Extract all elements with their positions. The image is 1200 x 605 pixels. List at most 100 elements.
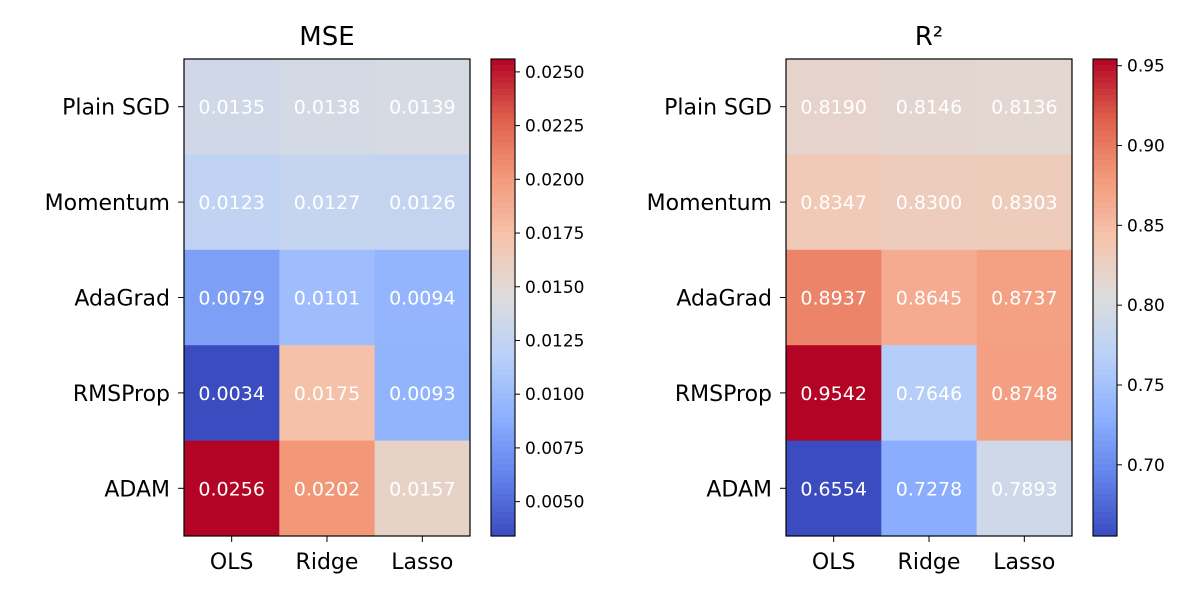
colorbar-segment — [491, 380, 515, 388]
colorbar-segment — [1093, 267, 1117, 275]
cell-value-label: 0.7893 — [991, 478, 1057, 500]
colorbar-tick-label: 0.80 — [1127, 296, 1165, 316]
colorbar-segment — [1093, 214, 1117, 221]
cell-value-label: 0.8748 — [991, 383, 1057, 405]
colorbar-segment — [491, 464, 515, 472]
colorbar-segment — [1093, 106, 1117, 114]
y-tick-label: Momentum — [45, 191, 170, 216]
cell-value-label: 0.7646 — [896, 383, 962, 405]
colorbar-segment — [491, 434, 515, 442]
colorbar-segment — [491, 422, 515, 430]
colorbar-segment — [1093, 243, 1117, 251]
heatmap-cell — [976, 154, 1073, 251]
colorbar-segment — [1093, 357, 1117, 364]
colorbar-segment — [491, 398, 515, 406]
colorbar-segment — [491, 261, 515, 269]
heatmap-cell — [374, 59, 471, 155]
x-tick-label: Lasso — [391, 550, 453, 575]
heatmap-cell — [374, 249, 471, 346]
y-tick-label: ADAM — [706, 477, 772, 502]
colorbar-segment — [1093, 64, 1117, 72]
colorbar-segment — [1093, 112, 1117, 120]
colorbar-segment — [491, 530, 515, 537]
colorbar-segment — [491, 59, 515, 66]
cell-value-label: 0.8136 — [991, 97, 1057, 119]
colorbar-segment — [1093, 285, 1117, 293]
colorbar-segment — [491, 166, 515, 173]
colorbar-tick-label: 0.0200 — [525, 170, 584, 190]
colorbar-tick-label: 0.70 — [1127, 456, 1165, 476]
colorbar-segment — [1093, 518, 1117, 525]
colorbar-segment — [1093, 148, 1117, 155]
colorbar-segment — [1093, 434, 1117, 442]
colorbar-segment — [491, 178, 515, 185]
cell-value-label: 0.8645 — [896, 288, 962, 310]
colorbar-segment — [491, 106, 515, 114]
colorbar-segment — [491, 148, 515, 155]
colorbar-segment — [1093, 130, 1117, 138]
cell-value-label: 0.8146 — [896, 97, 962, 119]
colorbar-segment — [1093, 488, 1117, 495]
colorbar-segment — [1093, 100, 1117, 108]
colorbar-segment — [1093, 255, 1117, 263]
colorbar-segment — [1093, 476, 1117, 483]
colorbar-segment — [1093, 208, 1117, 215]
heatmap-cell — [786, 440, 882, 537]
colorbar-segment — [1093, 237, 1117, 245]
heatmap-cell — [184, 249, 280, 346]
colorbar-segment — [491, 494, 515, 501]
colorbar-segment — [1093, 166, 1117, 173]
colorbar-segment — [491, 476, 515, 483]
cell-value-label: 0.8347 — [800, 192, 866, 214]
heatmap-cell — [881, 440, 978, 537]
heatmap-cell — [881, 345, 978, 442]
colorbar-segment — [1093, 303, 1117, 311]
cell-value-label: 0.7278 — [896, 478, 962, 500]
cell-value-label: 0.6554 — [800, 478, 866, 500]
colorbar-tick-label: 0.0175 — [525, 224, 584, 244]
colorbar-segment — [491, 249, 515, 257]
colorbar-segment — [491, 440, 515, 448]
colorbar-segment — [491, 76, 515, 84]
cell-value-label: 0.0157 — [389, 478, 455, 500]
colorbar-segment — [1093, 142, 1117, 150]
colorbar-segment — [491, 130, 515, 138]
colorbar-segment — [1093, 154, 1117, 161]
colorbar-segment — [491, 160, 515, 167]
colorbar-segment — [1093, 178, 1117, 185]
colorbar-segment — [491, 291, 515, 299]
colorbar-segment — [1093, 398, 1117, 406]
cell-value-label: 0.8303 — [991, 192, 1057, 214]
cell-value-label: 0.0135 — [198, 97, 264, 119]
heatmap-cell — [374, 345, 471, 442]
colorbar-segment — [1093, 410, 1117, 418]
heatmap-cell — [184, 59, 280, 155]
colorbar-segment — [491, 237, 515, 245]
y-tick-label: RMSProp — [73, 382, 170, 407]
colorbar-segment — [1093, 273, 1117, 281]
colorbar-segment — [1093, 524, 1117, 531]
colorbar-segment — [1093, 70, 1117, 78]
colorbar-segment — [1093, 506, 1117, 513]
heatmap-cell — [786, 249, 882, 346]
colorbar-segment — [491, 428, 515, 436]
colorbar-segment — [491, 208, 515, 215]
colorbar-segment — [491, 273, 515, 281]
colorbar-frame — [1092, 58, 1118, 537]
colorbar-segment — [1093, 118, 1117, 126]
colorbar-tick-label: 0.90 — [1127, 137, 1165, 157]
colorbar-tick-label: 0.0075 — [525, 439, 584, 459]
heatmap-cell — [279, 59, 376, 155]
colorbar-tick-label: 0.0250 — [525, 63, 584, 83]
colorbar-segment — [1093, 315, 1117, 322]
colorbar-segment — [491, 112, 515, 120]
colorbar-segment — [491, 297, 515, 305]
colorbar-segment — [1093, 345, 1117, 352]
colorbar-segment — [1093, 530, 1117, 537]
colorbar-segment — [1093, 309, 1117, 316]
colorbar-segment — [1093, 219, 1117, 227]
colorbar-segment — [491, 82, 515, 90]
x-tick-label: Lasso — [993, 550, 1055, 575]
colorbar-segment — [1093, 440, 1117, 448]
